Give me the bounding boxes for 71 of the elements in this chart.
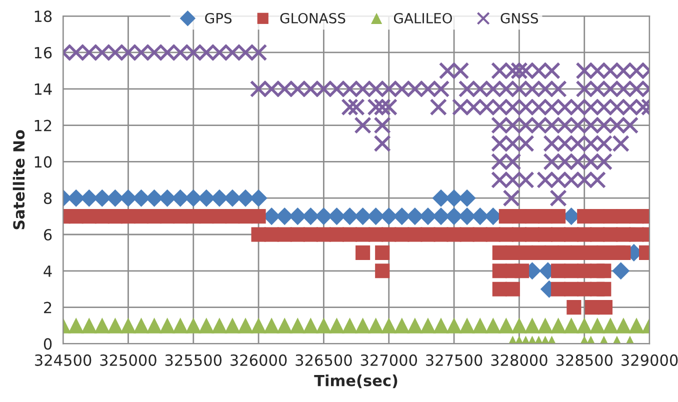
x-tick-label: 329000 — [622, 354, 678, 366]
y-tick-label: 14 — [34, 84, 52, 95]
x-tick-label: 325500 — [165, 354, 222, 366]
point — [485, 318, 502, 334]
legend-label: GLONASS — [280, 12, 346, 24]
point — [238, 318, 254, 334]
point — [107, 318, 124, 334]
x-tick-label: 327500 — [426, 354, 482, 366]
y-tick-label: 6 — [44, 228, 52, 241]
point — [420, 318, 436, 334]
point — [459, 318, 475, 334]
x-tick-label: 327000 — [360, 354, 418, 366]
y-tick-label: 18 — [34, 10, 52, 22]
x-tick-label: 326000 — [230, 354, 287, 366]
point — [511, 318, 528, 334]
point — [380, 318, 397, 334]
point — [172, 318, 188, 334]
point — [394, 318, 410, 334]
legend-label: GNSS — [500, 12, 538, 24]
point — [185, 318, 202, 334]
point — [498, 318, 514, 334]
y-tick-label: 8 — [44, 192, 52, 204]
point — [264, 318, 280, 334]
point — [68, 318, 84, 334]
point — [146, 318, 162, 334]
y-axis-title: Satellite No — [12, 130, 25, 230]
x-axis-title: Time(sec) — [314, 374, 398, 388]
point — [120, 318, 136, 334]
point — [368, 318, 384, 334]
point — [290, 318, 306, 334]
point — [302, 318, 319, 334]
point — [212, 318, 228, 334]
x-tick-label: 328500 — [556, 354, 613, 366]
x-tick-label: 326500 — [296, 354, 352, 366]
point — [628, 318, 644, 334]
point — [576, 318, 592, 334]
point — [133, 318, 150, 334]
point — [224, 318, 240, 334]
point — [159, 318, 176, 334]
point — [81, 318, 98, 334]
legend-label: GPS — [205, 12, 232, 24]
y-tick-label: 4 — [44, 266, 52, 277]
point — [198, 318, 214, 334]
point — [250, 318, 266, 334]
y-tick-label: 10 — [34, 156, 52, 168]
point — [472, 318, 488, 334]
y-tick-label: 0 — [44, 338, 52, 350]
legend-label: GALILEO — [394, 12, 452, 24]
x-tick-label: 328000 — [491, 354, 548, 366]
point — [316, 318, 332, 334]
x-tick-label: 324500 — [35, 354, 92, 366]
point — [328, 318, 345, 334]
point — [616, 318, 632, 334]
point — [524, 318, 540, 334]
y-tick-label: 16 — [34, 46, 52, 59]
point — [446, 318, 462, 334]
point — [433, 318, 449, 334]
y-tick-label: 2 — [44, 302, 52, 314]
point — [612, 262, 630, 280]
y-tick-label: 12 — [34, 120, 52, 132]
point — [407, 318, 423, 334]
point — [537, 318, 554, 334]
point — [602, 318, 618, 334]
point — [589, 318, 606, 334]
point — [354, 318, 371, 334]
point — [342, 318, 358, 334]
point — [550, 318, 566, 334]
point — [276, 318, 293, 334]
x-tick-label: 325000 — [100, 354, 156, 366]
point — [94, 318, 110, 334]
point — [563, 318, 580, 334]
